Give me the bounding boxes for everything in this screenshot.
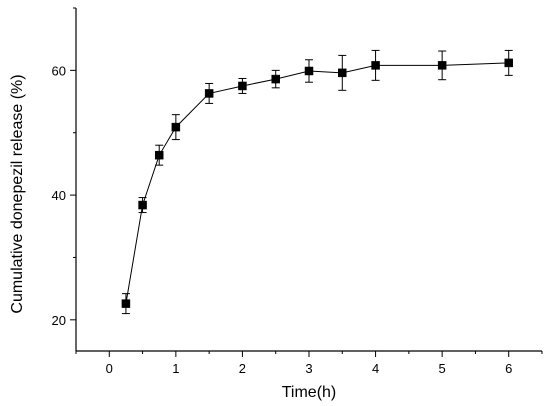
data-point-marker bbox=[204, 89, 214, 98]
x-tick-label: 0 bbox=[106, 361, 113, 376]
y-axis-title: Cumulative donepezil release (%) bbox=[9, 74, 26, 313]
x-tick-label: 6 bbox=[505, 361, 512, 376]
data-point-marker bbox=[154, 150, 164, 160]
series-line bbox=[125, 62, 509, 304]
axis-labels: Time(h) Cumulative donepezil release (%) bbox=[9, 74, 336, 401]
series-release bbox=[121, 49, 513, 315]
x-tick-label: 1 bbox=[172, 361, 179, 376]
data-point-marker bbox=[171, 122, 181, 132]
data-point-marker bbox=[437, 61, 447, 70]
data-point-marker bbox=[138, 200, 147, 210]
data-point-marker bbox=[238, 81, 247, 91]
data-point-marker bbox=[504, 58, 513, 68]
y-tick-label: 60 bbox=[52, 63, 66, 78]
x-axis-title: Time(h) bbox=[282, 384, 337, 401]
data-point-marker bbox=[121, 299, 131, 308]
ticks: 0 1 2 3 4 5 6 20 40 60 bbox=[52, 7, 543, 376]
y-tick-label: 40 bbox=[52, 188, 66, 203]
x-tick-label: 2 bbox=[239, 361, 246, 376]
x-tick-label: 5 bbox=[439, 361, 446, 376]
data-point-marker bbox=[271, 74, 280, 84]
data-point-marker bbox=[371, 61, 380, 70]
data-point-marker bbox=[338, 68, 347, 78]
y-tick-label: 20 bbox=[52, 313, 66, 328]
data-point-marker bbox=[304, 66, 314, 76]
x-tick-label: 4 bbox=[372, 361, 379, 376]
x-tick-label: 3 bbox=[305, 361, 312, 376]
